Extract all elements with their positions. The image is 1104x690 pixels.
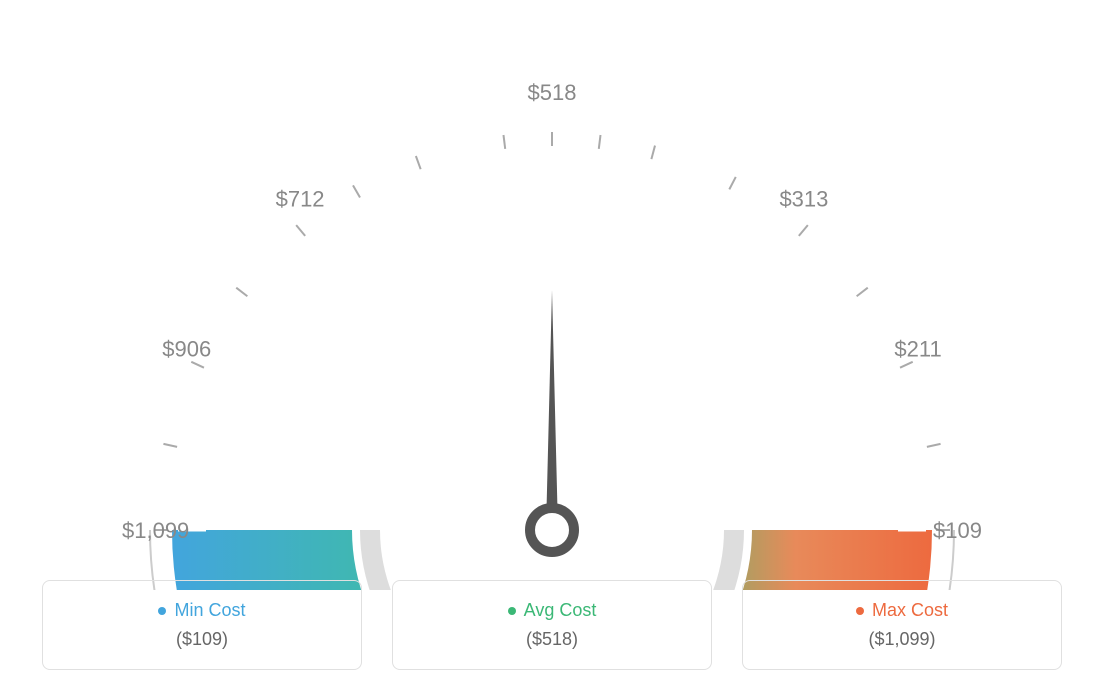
svg-text:$906: $906 xyxy=(162,336,211,361)
summary-cards: Min Cost ($109) Avg Cost ($518) Max Cost… xyxy=(42,580,1062,670)
max-cost-card: Max Cost ($1,099) xyxy=(742,580,1062,670)
min-cost-value: ($109) xyxy=(176,629,228,650)
svg-text:$518: $518 xyxy=(528,80,577,105)
svg-text:$109: $109 xyxy=(933,518,982,543)
min-cost-card: Min Cost ($109) xyxy=(42,580,362,670)
min-cost-label: Min Cost xyxy=(158,600,245,621)
svg-text:$313: $313 xyxy=(779,187,828,212)
avg-cost-label: Avg Cost xyxy=(508,600,597,621)
svg-text:$1,099: $1,099 xyxy=(122,518,189,543)
avg-cost-value: ($518) xyxy=(526,629,578,650)
avg-cost-label-text: Avg Cost xyxy=(524,600,597,621)
max-cost-value: ($1,099) xyxy=(868,629,935,650)
cost-gauge-chart: $109 $211 $313 $518 $712 $906 $1,099 xyxy=(27,30,1077,590)
svg-text:$211: $211 xyxy=(894,336,941,361)
svg-text:$712: $712 xyxy=(276,187,325,212)
min-cost-label-text: Min Cost xyxy=(174,600,245,621)
dot-icon xyxy=(508,607,516,615)
dot-icon xyxy=(158,607,166,615)
max-cost-label-text: Max Cost xyxy=(872,600,948,621)
max-cost-label: Max Cost xyxy=(856,600,948,621)
dot-icon xyxy=(856,607,864,615)
avg-cost-card: Avg Cost ($518) xyxy=(392,580,712,670)
